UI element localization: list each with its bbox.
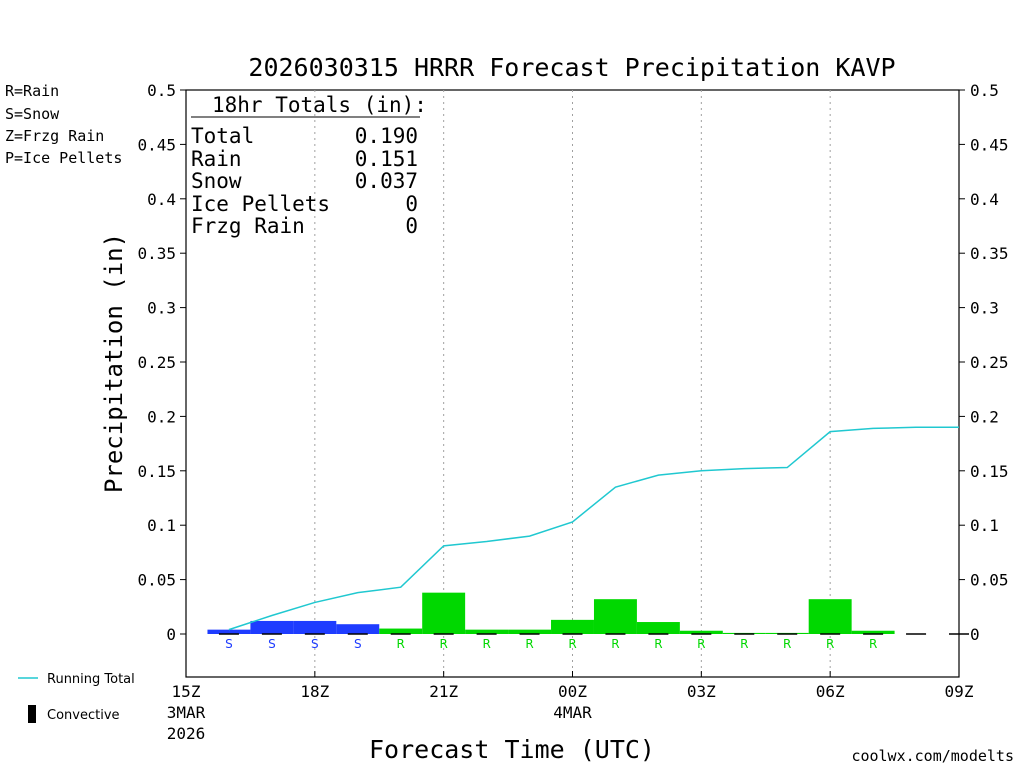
- totals-value: 0.151: [355, 147, 418, 171]
- y-tick-label-right: 0.1: [970, 516, 999, 535]
- y-tick-label-left: 0.15: [137, 462, 176, 481]
- x-tick-label: 15Z: [172, 682, 201, 701]
- precip-type-label: R: [525, 637, 533, 651]
- x-tick-date: 3MAR: [167, 703, 206, 722]
- y-tick-label-right: 0.15: [970, 462, 1009, 481]
- precip-bar: [465, 629, 509, 634]
- legend-frzg-rain: Z=Frzg Rain: [5, 127, 104, 145]
- y-tick-label-left: 0.1: [147, 516, 176, 535]
- y-tick-label-left: 0: [166, 625, 176, 644]
- legend-convective: Convective: [47, 708, 120, 723]
- legend-ice-pellets: P=Ice Pellets: [5, 149, 122, 167]
- precip-type-label: R: [568, 637, 576, 651]
- x-tick-label: 18Z: [300, 682, 329, 701]
- precip-bar: [851, 630, 895, 634]
- precip-bar: [593, 599, 637, 634]
- precip-type-label: R: [697, 637, 705, 651]
- legend-running-total: Running Total: [47, 672, 135, 687]
- precip-type-label: R: [783, 637, 791, 651]
- y-tick-label-left: 0.05: [137, 571, 176, 590]
- y-tick-label-right: 0.2: [970, 407, 999, 426]
- precip-bar: [336, 624, 380, 634]
- x-tick-label: 00Z: [558, 682, 587, 701]
- x-tick-label: 21Z: [429, 682, 458, 701]
- precip-bar: [422, 592, 466, 634]
- y-tick-label-left: 0.5: [147, 81, 176, 100]
- y-tick-label-left: 0.35: [137, 244, 176, 263]
- legend-rain: R=Rain: [5, 82, 59, 100]
- totals-value: 0.190: [355, 124, 418, 148]
- convective-swatch: [28, 705, 36, 723]
- totals-label: Ice Pellets: [191, 192, 330, 216]
- y-tick-label-left: 0.45: [137, 135, 176, 154]
- y-axis-label: Precipitation (in): [100, 233, 128, 493]
- y-tick-label-right: 0: [970, 625, 980, 644]
- totals-label: Frzg Rain: [191, 214, 305, 238]
- y-tick-label-left: 0.3: [147, 299, 176, 318]
- precip-bar: [808, 599, 852, 634]
- precip-bar: [636, 622, 680, 634]
- totals-heading: 18hr Totals (in):: [212, 93, 427, 117]
- totals-label: Rain: [191, 147, 242, 171]
- y-tick-label-left: 0.2: [147, 407, 176, 426]
- precip-bar: [551, 619, 594, 634]
- totals-value: 0: [405, 214, 418, 238]
- x-tick-label: 09Z: [945, 682, 974, 701]
- y-tick-label-right: 0.3: [970, 299, 999, 318]
- totals-label: Total: [191, 124, 254, 148]
- precip-bar: [508, 629, 552, 634]
- x-axis-label: Forecast Time (UTC): [369, 735, 655, 764]
- y-tick-label-right: 0.35: [970, 244, 1009, 263]
- footer-credit: coolwx.com/modelts: [851, 747, 1014, 765]
- x-tick-label: 06Z: [816, 682, 845, 701]
- totals-value: 0.037: [355, 169, 418, 193]
- y-tick-label-left: 0.4: [147, 190, 176, 209]
- precip-type-label: S: [354, 637, 362, 651]
- precip-type-label: R: [826, 637, 834, 651]
- legend-snow: S=Snow: [5, 105, 60, 123]
- y-tick-label-right: 0.05: [970, 571, 1009, 590]
- totals-box: 18hr Totals (in): Total 0.190 Rain 0.151…: [191, 93, 427, 238]
- y-tick-label-right: 0.45: [970, 135, 1009, 154]
- precip-type-label: S: [268, 637, 276, 651]
- precip-type-label: S: [311, 637, 319, 651]
- x-tick-date: 4MAR: [553, 703, 592, 722]
- precip-type-label: R: [611, 637, 619, 651]
- totals-value: 0: [405, 192, 418, 216]
- running-total-line: [228, 426, 959, 631]
- totals-label: Snow: [191, 169, 242, 193]
- precip-bar: [679, 630, 723, 634]
- x-tick-year: 2026: [167, 724, 206, 743]
- precip-bar: [293, 620, 337, 634]
- x-tick-label: 03Z: [687, 682, 716, 701]
- precip-type-label: R: [740, 637, 748, 651]
- precip-bar: [250, 620, 294, 634]
- precip-bar: [379, 628, 423, 634]
- precip-type-label: R: [482, 637, 490, 651]
- precip-type-label: R: [869, 637, 877, 651]
- precip-type-label: R: [654, 637, 662, 651]
- y-tick-label-left: 0.25: [137, 353, 176, 372]
- y-tick-label-right: 0.5: [970, 81, 999, 100]
- y-tick-label-right: 0.25: [970, 353, 1009, 372]
- chart-title: 2026030315 HRRR Forecast Precipitation K…: [248, 53, 895, 82]
- precip-bar: [207, 629, 251, 634]
- y-tick-label-right: 0.4: [970, 190, 999, 209]
- precip-type-label: R: [397, 637, 405, 651]
- precip-type-label: R: [439, 637, 447, 651]
- precip-type-label: S: [225, 637, 233, 651]
